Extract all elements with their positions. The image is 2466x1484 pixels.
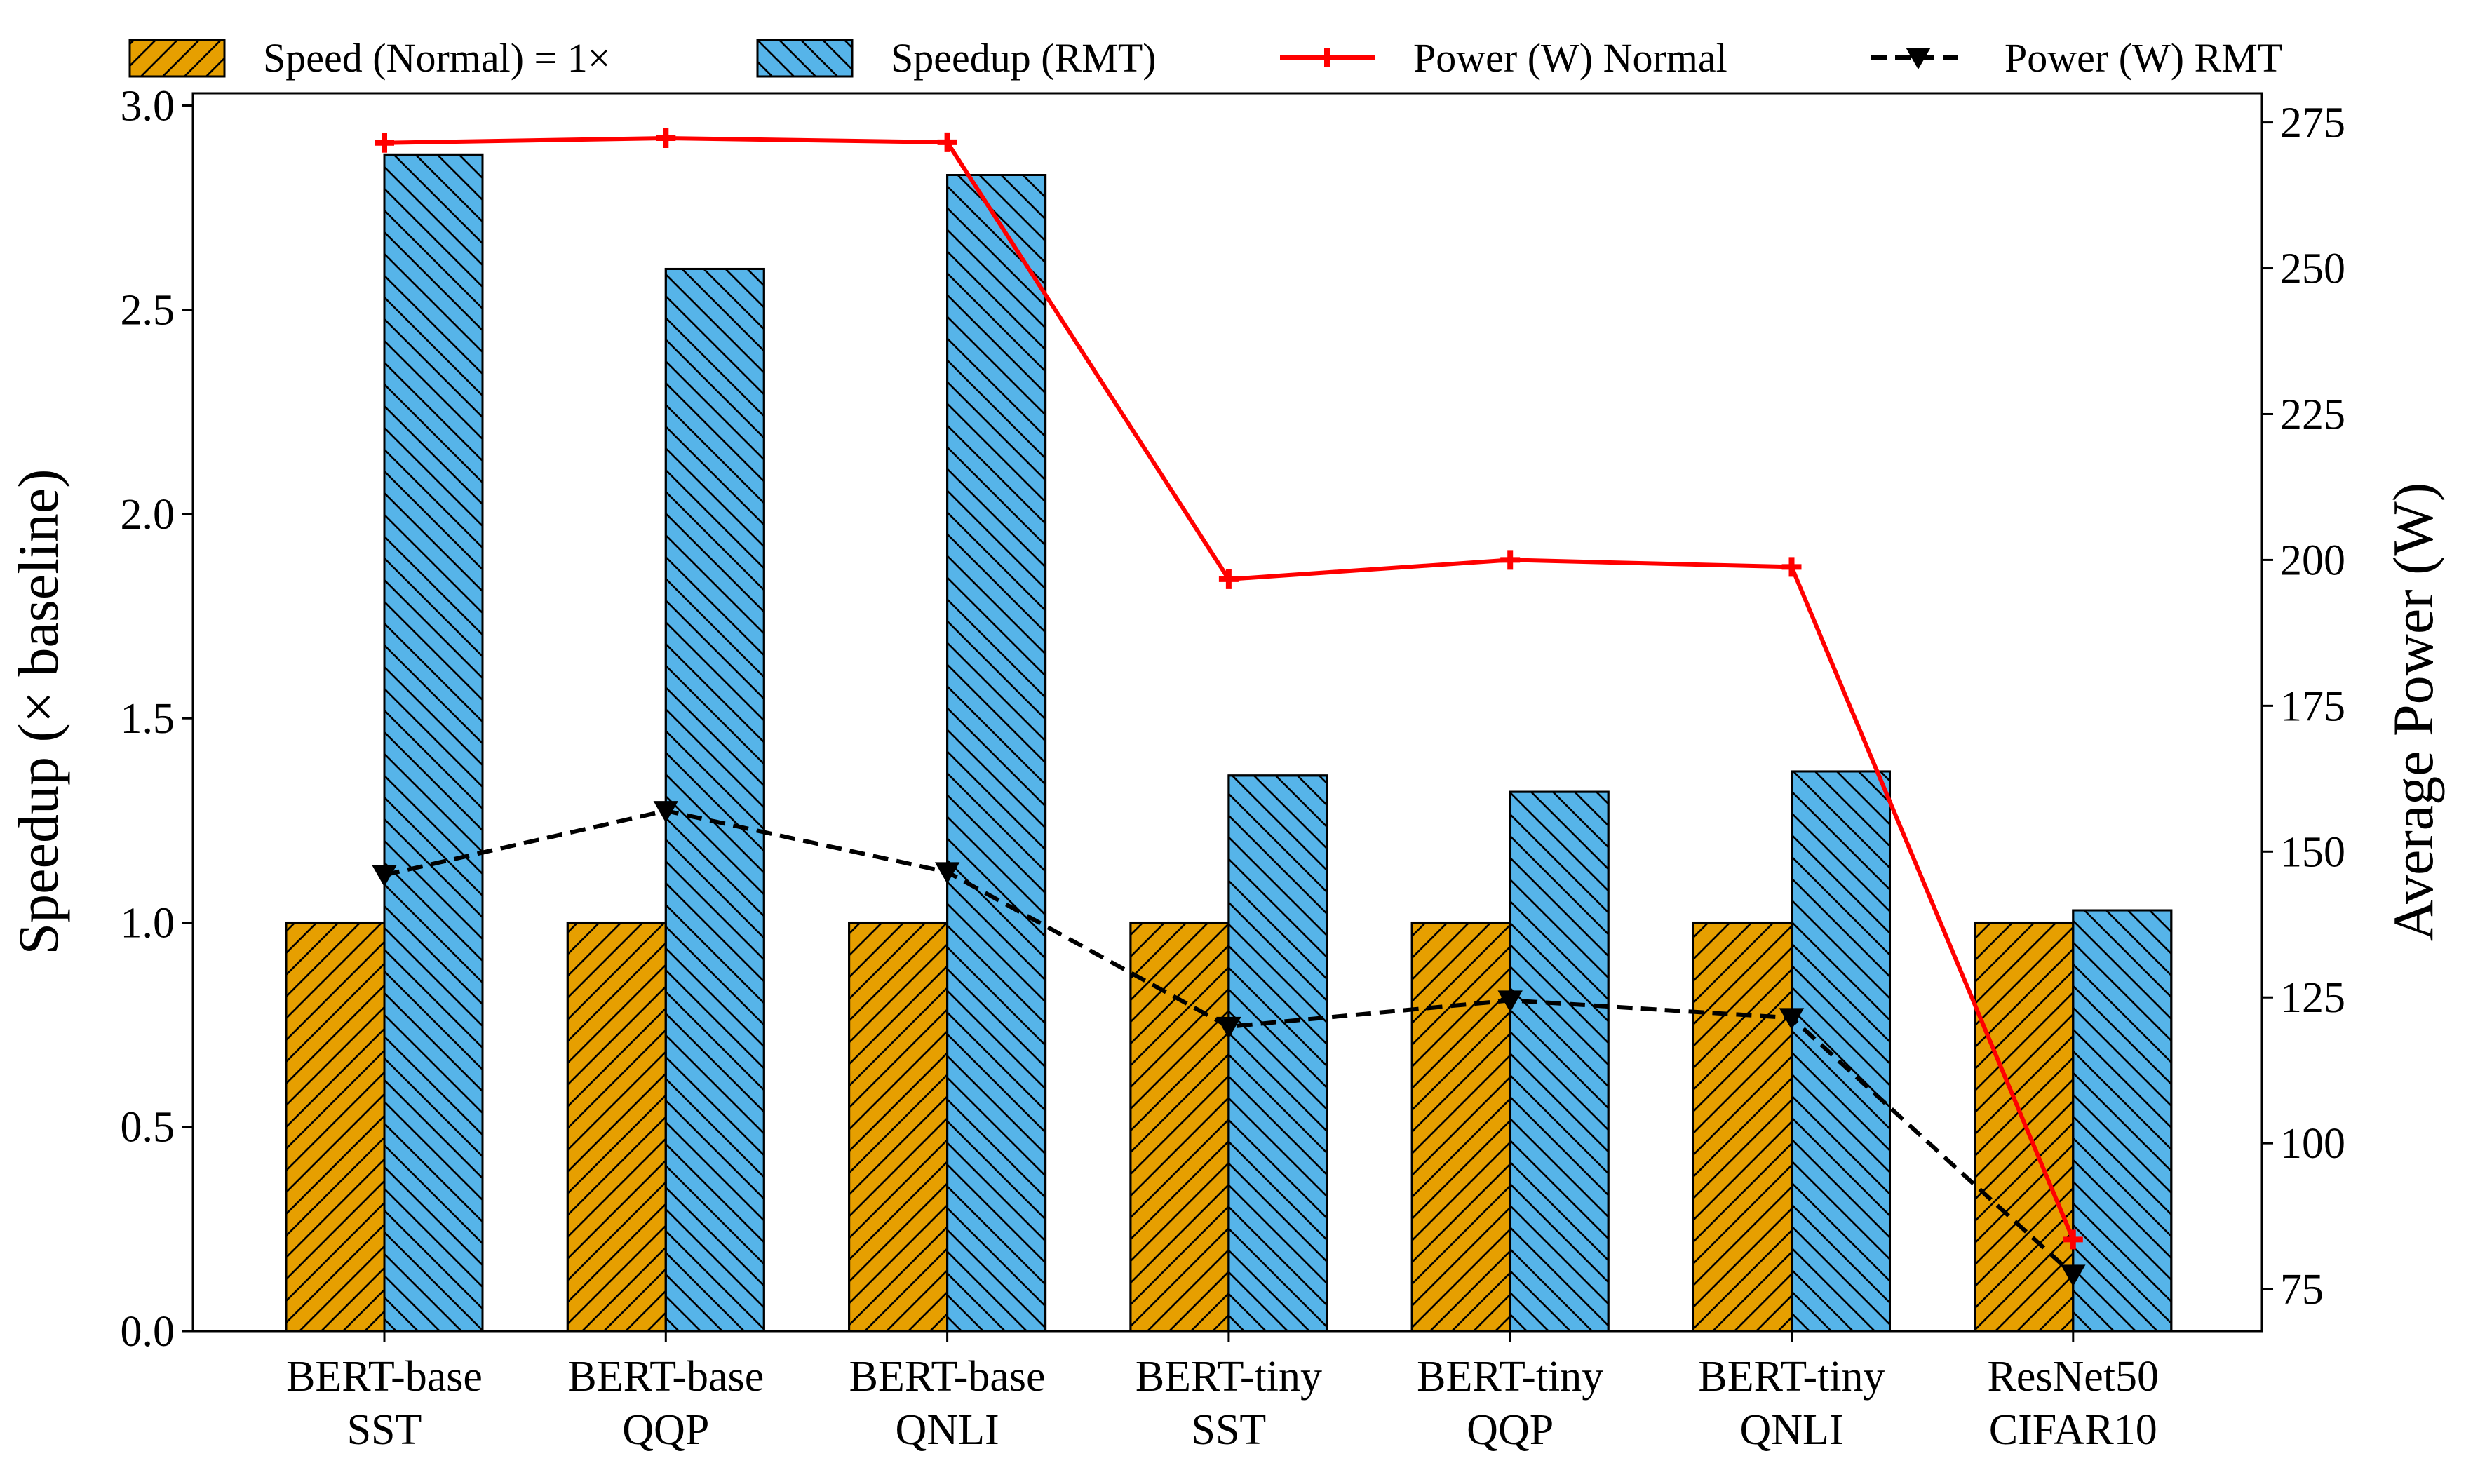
y-tick-label-1: 0.5 [121, 1104, 175, 1152]
x-tick-label-2-0: BERT-base [849, 1353, 1046, 1401]
power-rmt-line-point-5 [1779, 1008, 1805, 1030]
legend-item-2-marker [1317, 48, 1337, 67]
y2-tick-label-2: 125 [2280, 974, 2345, 1022]
bar-rmt-2-hatch [946, 174, 1047, 1333]
legend-item-1-label: Speedup (RMT) [891, 35, 1157, 81]
power-rmt-line-point-4 [1497, 990, 1523, 1013]
y2-axis-label: Average Power (W) [2381, 483, 2445, 941]
y2-tick-label-3: 150 [2280, 828, 2345, 876]
y-tick-label-5: 2.5 [121, 287, 175, 335]
y2-tick-label-8: 275 [2280, 100, 2345, 147]
legend-item-3-label: Power (W) RMT [2005, 35, 2282, 81]
y2-tick-label-7: 250 [2280, 245, 2345, 293]
legend-item-0-label: Speed (Normal) = 1× [263, 35, 610, 81]
power-normal-line-point-1 [656, 128, 676, 149]
power-normal-line-point-2 [937, 132, 957, 152]
x-tick-label-6-0: ResNet50 [1988, 1353, 2160, 1401]
bar-rmt-1-hatch [664, 267, 765, 1333]
y-tick-label-3: 1.5 [121, 695, 175, 743]
x-tick-label-5-0: BERT-tiny [1698, 1353, 1885, 1401]
legend-item-3: Power (W) RMT [1871, 35, 2282, 81]
x-tick-label-4-1: QQP [1467, 1406, 1554, 1454]
x-axis-ticks: BERT-base SST BERT-base QQP BERT-base QNLI BER… [286, 1331, 2159, 1454]
x-tick-label-1-0: BERT-base [567, 1353, 764, 1401]
bar-rmt-6-hatch [2072, 909, 2173, 1333]
legend-item-0-swatch-hatch [128, 39, 226, 78]
x-tick-label-6-1: CIFAR10 [1989, 1406, 2157, 1454]
y2-tick-label-1: 100 [2280, 1120, 2345, 1168]
power-normal-line-point-3 [1218, 569, 1239, 589]
x-tick-label-0-1: SST [347, 1406, 422, 1454]
bar-rmt-3-hatch [1227, 774, 1328, 1333]
y-tick-label-0: 0.0 [121, 1308, 175, 1356]
power-rmt-line-point-6 [2061, 1264, 2086, 1287]
plot-frame [191, 92, 2263, 1333]
legend-item-2-label: Power (W) Normal [1413, 35, 1727, 81]
legend-item-2: Power (W) Normal [1280, 35, 1727, 81]
x-tick-label-2-1: QNLI [896, 1406, 999, 1454]
x-tick-label-3-1: SST [1191, 1406, 1266, 1454]
power-normal-line-point-6 [2063, 1229, 2083, 1250]
power-lines [372, 128, 2086, 1287]
bars [285, 153, 2173, 1333]
power-normal-line-point-0 [375, 133, 394, 153]
power-rmt-line-point-2 [934, 862, 960, 884]
bar-normal-5-hatch [1692, 921, 1793, 1333]
x-tick-label-4-0: BERT-tiny [1417, 1353, 1603, 1401]
y2-tick-label-4: 175 [2280, 682, 2345, 730]
bar-rmt-0-hatch [383, 153, 484, 1333]
legend: Speed (Normal) = 1× Speedup (RMT) Power (W… [128, 35, 2282, 81]
power-normal-line-point-4 [1500, 550, 1521, 570]
y-tick-label-6: 3.0 [121, 82, 175, 130]
power-rmt-line-point-1 [653, 801, 679, 823]
legend-item-1-swatch-hatch [756, 39, 854, 78]
y-tick-label-2: 1.0 [121, 899, 175, 947]
right-axis-ticks: 75 100 125 150 175 200 225 250 275 [2262, 100, 2345, 1314]
x-tick-label-1-1: QQP [622, 1406, 709, 1454]
x-tick-label-5-1: QNLI [1739, 1406, 1843, 1454]
power-normal-line-point-5 [1781, 557, 1802, 577]
bar-rmt-5-hatch [1791, 770, 1891, 1333]
bar-normal-4-hatch [1410, 921, 1511, 1333]
y2-tick-label-6: 225 [2280, 391, 2345, 438]
legend-item-3-marker [1906, 48, 1931, 70]
x-tick-label-0-0: BERT-base [286, 1353, 483, 1401]
power-rmt-line-point-0 [372, 865, 397, 887]
x-tick-label-3-0: BERT-tiny [1136, 1353, 1322, 1401]
bar-rmt-4-hatch [1509, 790, 1610, 1333]
legend-item-0: Speed (Normal) = 1× [128, 35, 610, 81]
bar-normal-1-hatch [566, 921, 667, 1333]
bar-normal-2-hatch [848, 921, 949, 1333]
y2-tick-label-5: 200 [2280, 537, 2345, 584]
axes [191, 92, 2263, 1333]
legend-item-1: Speedup (RMT) [756, 35, 1157, 81]
y2-tick-label-0: 75 [2280, 1266, 2324, 1314]
bar-normal-0-hatch [285, 921, 386, 1333]
power-rmt-line-point-3 [1216, 1016, 1241, 1039]
y-tick-label-4: 2.0 [121, 491, 175, 539]
bar-normal-3-hatch [1129, 921, 1230, 1333]
y-axis-label: Speedup (× baseline) [6, 469, 70, 955]
left-axis-ticks: 0.0 0.5 1.0 1.5 2.0 2.5 3.0 [121, 82, 193, 1356]
